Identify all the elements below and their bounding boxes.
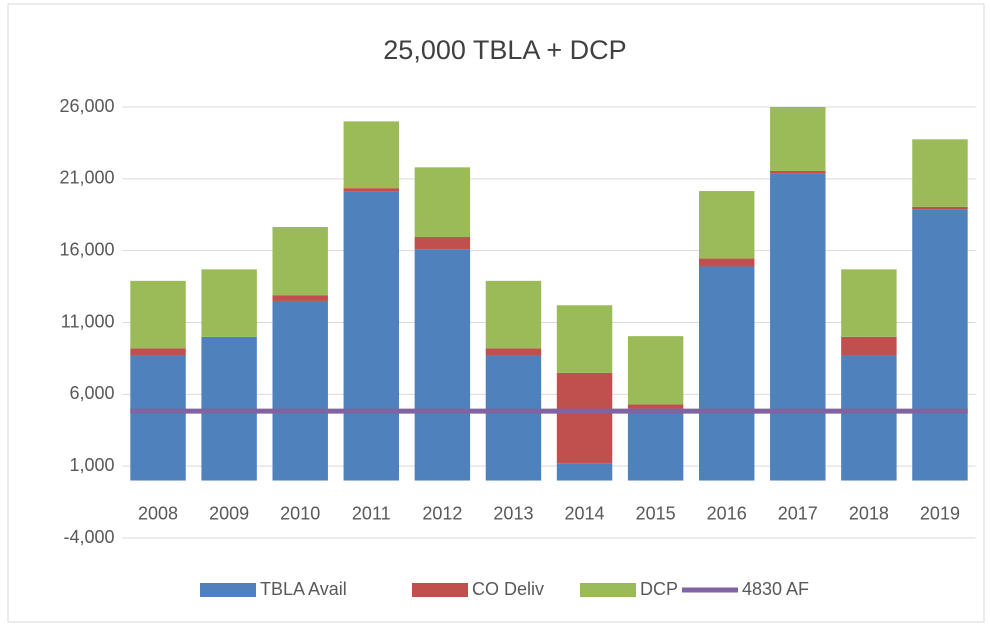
bar-segment — [770, 173, 826, 481]
x-tick-label: 2008 — [138, 503, 178, 523]
bar-segment — [414, 237, 471, 250]
x-tick-label: 2012 — [422, 503, 462, 523]
bar-segment — [698, 191, 755, 259]
bar-segment — [343, 121, 400, 189]
bar-segment — [343, 191, 400, 481]
bar-segment — [556, 463, 613, 481]
bar-segment — [841, 336, 897, 356]
bar-segment — [627, 404, 684, 409]
bar-segment — [130, 280, 186, 349]
bar-segment — [912, 206, 968, 210]
x-tick-label: 2010 — [280, 503, 320, 523]
bar-segment — [130, 355, 186, 481]
bar-segment — [556, 372, 613, 464]
x-tick-label: 2011 — [352, 503, 391, 523]
bar-segment — [698, 258, 755, 267]
x-tick-label: 2013 — [493, 503, 533, 523]
legend-label: 4830 AF — [742, 579, 809, 599]
legend-swatch — [412, 583, 468, 597]
y-tick-label: 16,000 — [59, 239, 114, 259]
bar-segment — [272, 300, 328, 481]
x-tick-label: 2014 — [565, 503, 605, 523]
bar-segment — [841, 355, 897, 481]
y-tick-label: 11,000 — [61, 311, 115, 331]
bar-segment — [912, 209, 968, 481]
bar-segment — [556, 305, 613, 373]
legend-label: TBLA Avail — [260, 579, 347, 599]
bar-segment — [627, 336, 684, 405]
y-tick-label: 21,000 — [59, 168, 114, 188]
bar-segment — [272, 226, 328, 296]
bar-segment — [627, 408, 684, 481]
bar-segment — [485, 280, 542, 349]
legend-swatch — [580, 583, 636, 597]
bar-segment — [698, 266, 755, 481]
x-tick-label: 2018 — [849, 503, 889, 523]
bar-segment — [485, 348, 542, 356]
y-tick-label: 6,000 — [69, 383, 114, 403]
legend-label: DCP — [640, 579, 678, 599]
x-tick-label: 2015 — [636, 503, 676, 523]
bar-segment — [485, 355, 542, 481]
legend-label: CO Deliv — [472, 579, 544, 599]
x-tick-label: 2019 — [920, 503, 960, 523]
y-tick-label: -4,000 — [63, 527, 114, 547]
bar-segment — [201, 269, 257, 337]
y-tick-label: 26,000 — [59, 96, 114, 116]
bar-segment — [272, 295, 328, 301]
bar-segment — [414, 249, 471, 481]
y-tick-label: 1,000 — [69, 455, 114, 475]
bar-segment — [770, 170, 826, 174]
x-tick-label: 2016 — [707, 503, 747, 523]
legend-swatch — [200, 583, 256, 597]
bar-segment — [912, 139, 968, 207]
chart-title: 25,000 TBLA + DCP — [383, 35, 626, 65]
x-tick-label: 2009 — [209, 503, 249, 523]
bar-segment — [343, 188, 400, 192]
bar-segment — [130, 348, 186, 356]
x-tick-label: 2017 — [778, 503, 818, 523]
bar-segment — [841, 269, 897, 337]
bar-segment — [770, 107, 826, 171]
bar-segment — [414, 167, 471, 238]
